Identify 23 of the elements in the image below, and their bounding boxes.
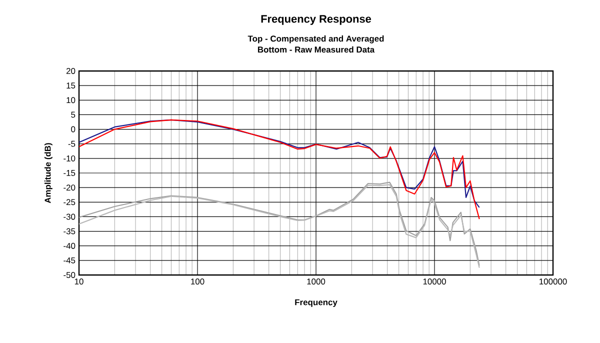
chart-title: Frequency Response (261, 15, 372, 25)
x-tick-label: 100000 (540, 278, 567, 285)
y-tick-label: 15 (66, 82, 76, 89)
y-tick-label: -5 (68, 140, 76, 147)
x-tick-label: 100 (191, 278, 204, 285)
y-tick-label: -25 (64, 199, 76, 206)
y-tick-label: 20 (66, 68, 76, 74)
x-tick-label: 10000 (423, 278, 446, 285)
y-axis-title: Amplitude (dB) (44, 143, 52, 204)
y-tick-label: 10 (66, 97, 76, 104)
x-tick-label: 1000 (307, 278, 326, 285)
y-tick-label: -40 (64, 242, 76, 249)
x-axis-title: Frequency (295, 299, 338, 307)
y-tick-label: -45 (64, 257, 76, 264)
y-tick-label: -30 (64, 214, 76, 220)
y-tick-label: 0 (71, 126, 76, 132)
y-tick-label: -50 (64, 272, 76, 278)
y-tick-label: -10 (64, 155, 76, 162)
y-tick-label: 5 (71, 112, 76, 118)
y-tick-label: -35 (64, 228, 76, 234)
y-tick-label: -20 (64, 184, 76, 191)
chart-subtitle: Top - Compensated and Averaged Bottom - Raw Measured Data (248, 35, 384, 53)
y-tick-label: -15 (64, 170, 76, 176)
